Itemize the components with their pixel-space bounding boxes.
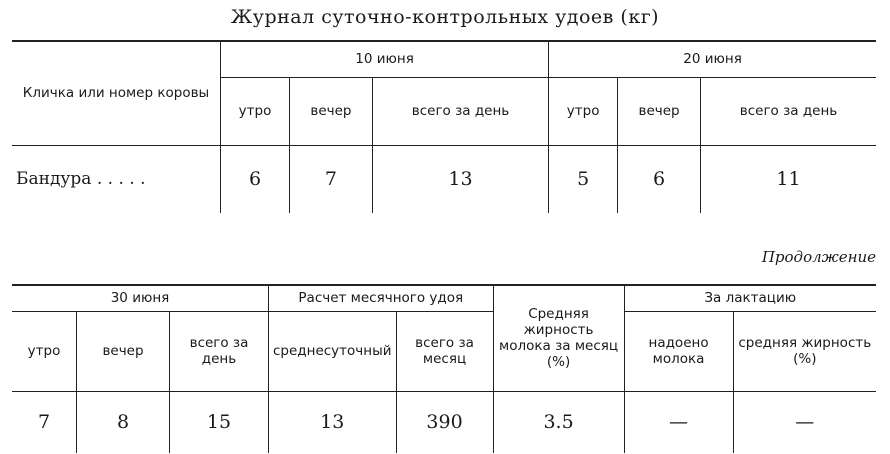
subhead-evening: вечер — [618, 77, 701, 145]
milk-yield-table-continued: 30 июня Расчет месячного удоя Средняя жи… — [12, 284, 876, 453]
table-row: 7 8 15 13 390 3.5 — — — [12, 391, 876, 453]
value-cell: 8 — [77, 391, 170, 453]
value-cell: 3.5 — [493, 391, 624, 453]
subhead-morning: утро — [549, 77, 618, 145]
subhead-day-total: всего за день — [170, 311, 269, 391]
subhead-morning: утро — [221, 77, 290, 145]
cow-name: Бандура . . . . . — [12, 145, 221, 213]
value-cell: 6 — [618, 145, 701, 213]
value-cell: 7 — [12, 391, 77, 453]
value-cell: 13 — [269, 391, 397, 453]
subhead-milk-yield: надоено молока — [624, 311, 733, 391]
group-header-june-10: 10 июня — [221, 41, 549, 77]
subhead-evening: вечер — [77, 311, 170, 391]
value-cell: 13 — [372, 145, 548, 213]
subhead-daily-average: среднесуточный — [269, 311, 397, 391]
group-header-june-20: 20 июня — [549, 41, 876, 77]
subhead-avg-fat: средняя жирность (%) — [733, 311, 876, 391]
value-cell: 11 — [701, 145, 876, 213]
group-header-june-30: 30 июня — [12, 285, 269, 311]
milk-yield-table: Кличка или номер коровы 10 июня 20 июня … — [12, 40, 876, 213]
value-cell: 6 — [221, 145, 290, 213]
cow-name-header: Кличка или номер коровы — [12, 41, 221, 145]
subhead-day-total: всего за день — [372, 77, 548, 145]
page-title: Журнал суточно-контрольных удоев (кг) — [0, 6, 890, 28]
continuation-label: Продолжение — [762, 248, 876, 266]
value-cell: 5 — [549, 145, 618, 213]
value-cell: — — [733, 391, 876, 453]
fat-content-header: Средняя жирность молока за месяц (%) — [493, 285, 624, 391]
value-cell: 390 — [396, 391, 493, 453]
table-row: Бандура . . . . . 6 7 13 5 6 11 — [12, 145, 876, 213]
subhead-morning: утро — [12, 311, 77, 391]
value-cell: 7 — [289, 145, 372, 213]
subhead-month-total: всего за месяц — [396, 311, 493, 391]
value-cell: — — [624, 391, 733, 453]
group-header-monthly: Расчет месячного удоя — [269, 285, 494, 311]
value-cell: 15 — [170, 391, 269, 453]
subhead-evening: вечер — [289, 77, 372, 145]
subhead-day-total: всего за день — [701, 77, 876, 145]
group-header-lactation: За лактацию — [624, 285, 876, 311]
